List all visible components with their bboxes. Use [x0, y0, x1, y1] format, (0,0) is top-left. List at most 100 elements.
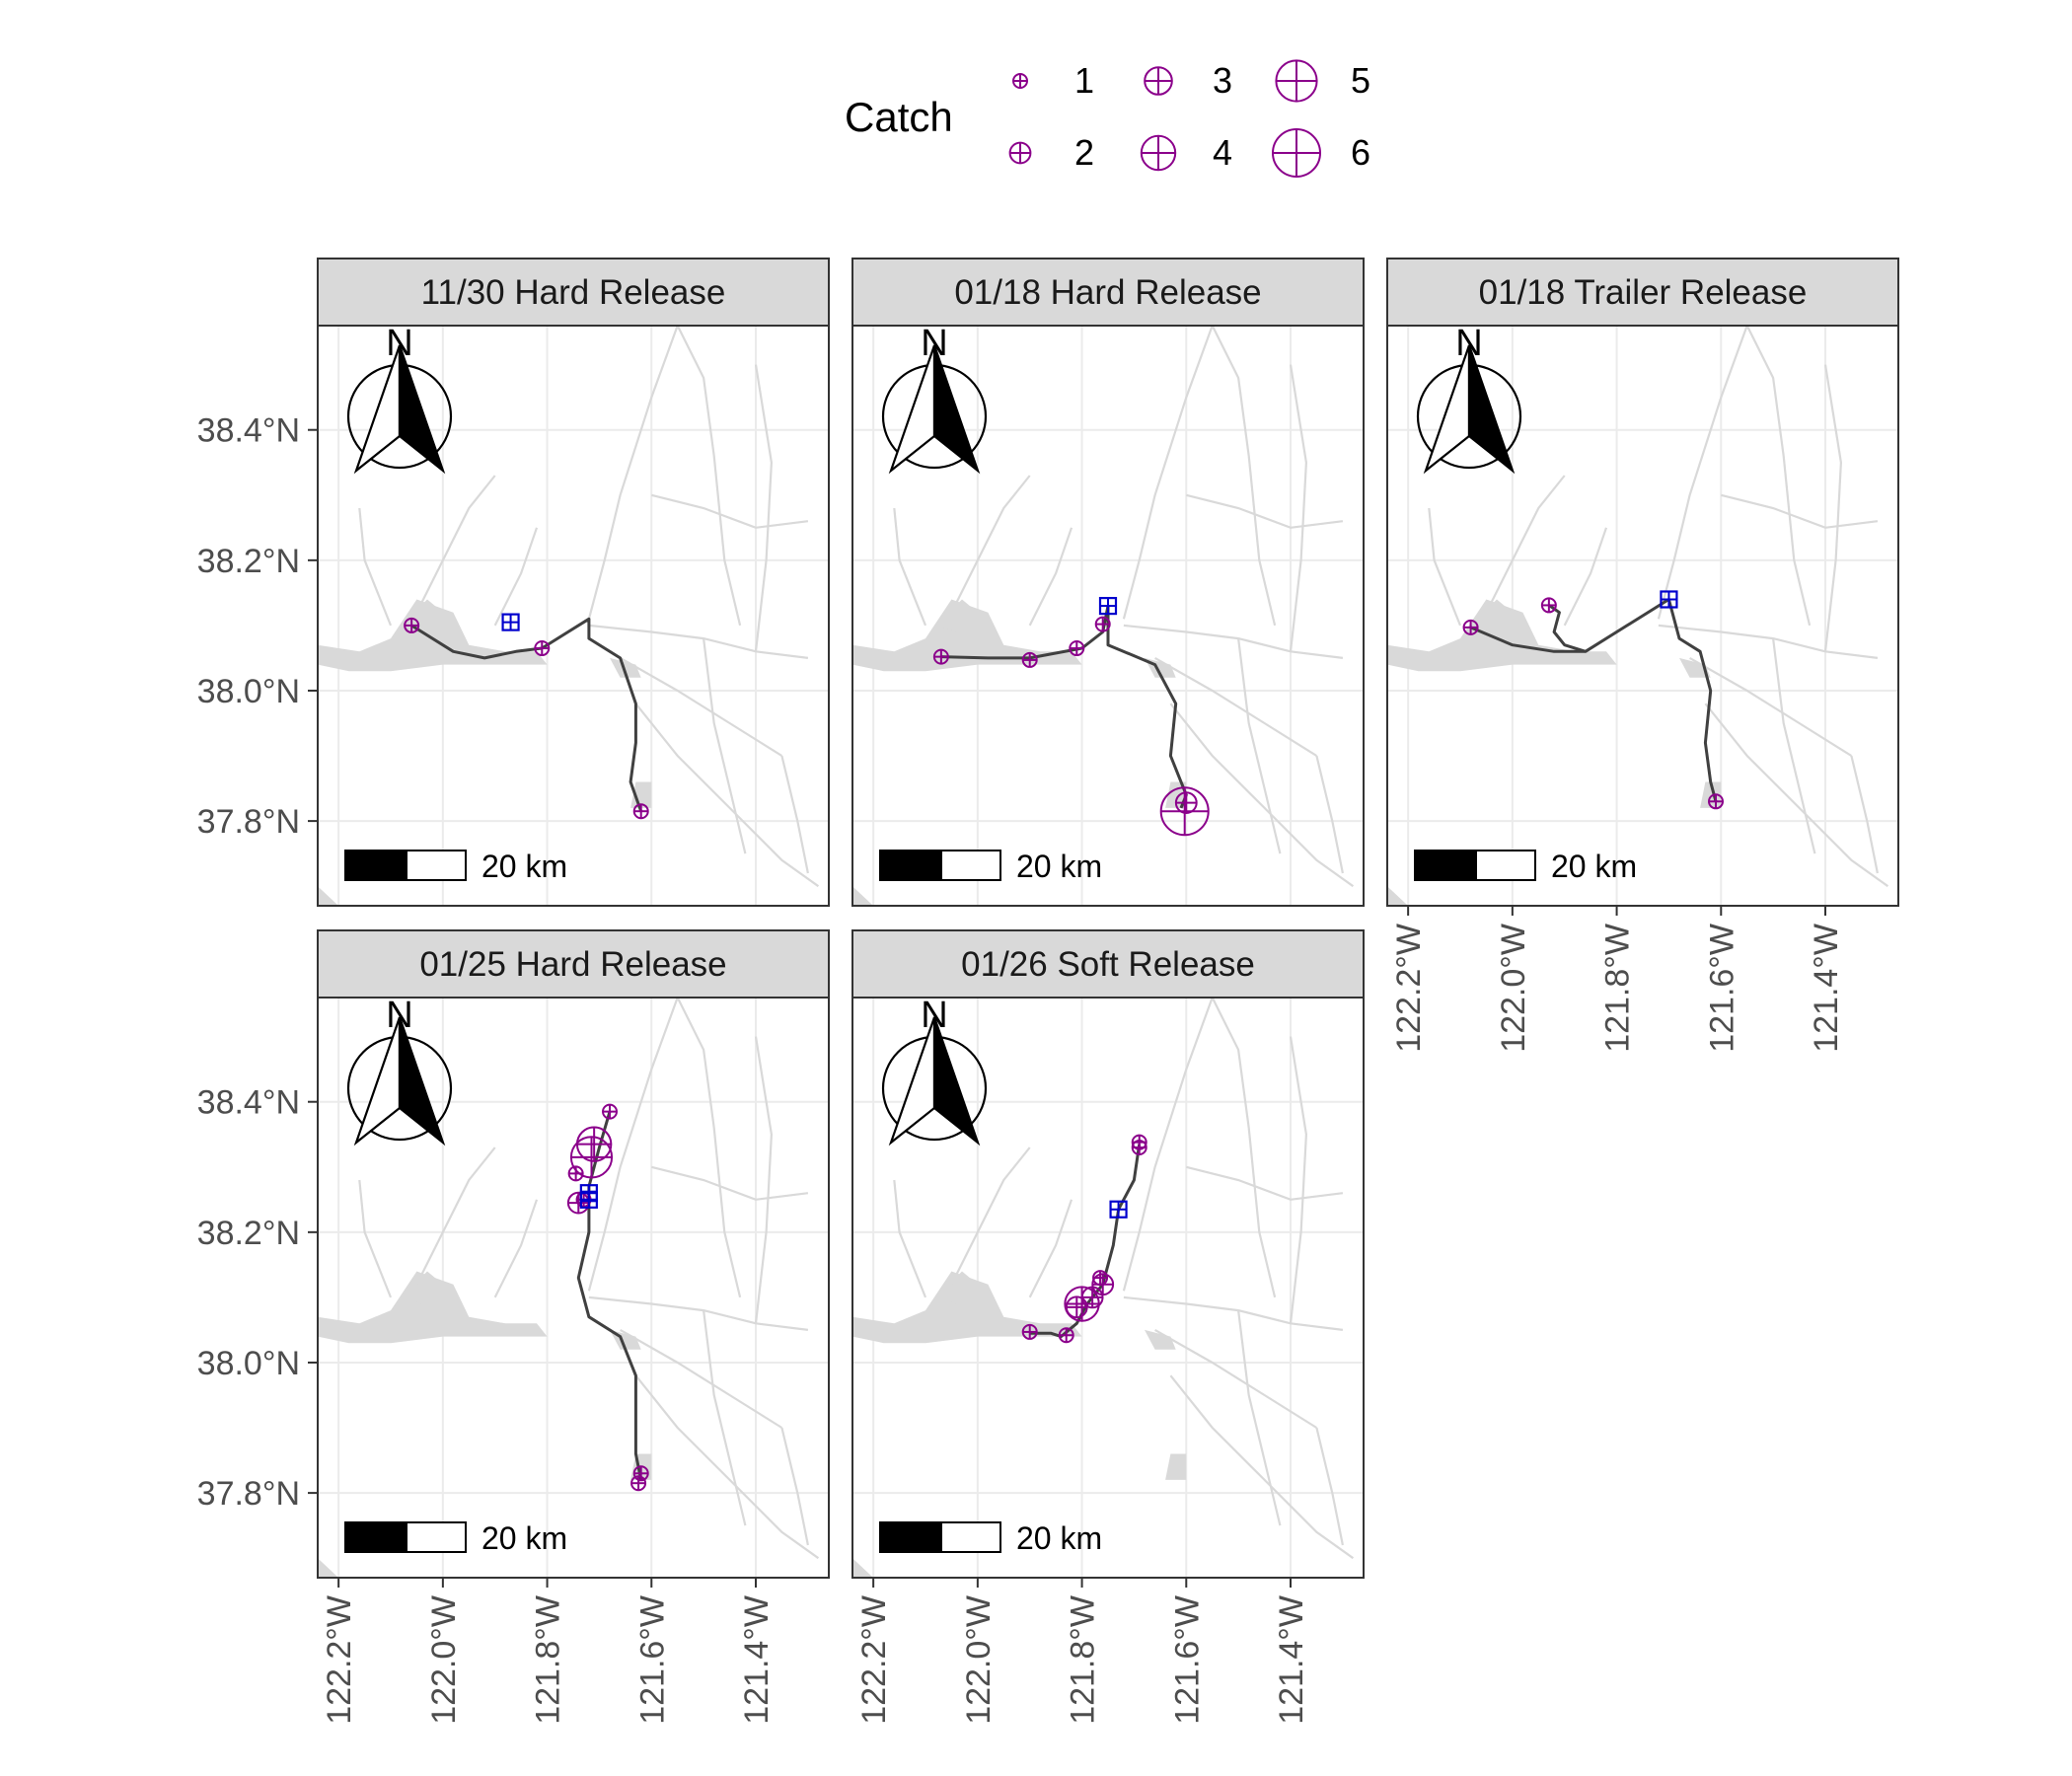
- map-panel: 01/18 Hard Release N 20 km: [851, 258, 1365, 907]
- lon-tick-label: 121.8°W: [1065, 1595, 1102, 1725]
- catch-marker: [1021, 1323, 1038, 1340]
- scale-bar: 20 km: [344, 849, 567, 884]
- legend-items: 1 2 3 4 5 6: [1008, 59, 1370, 178]
- north-arrow: N: [1416, 326, 1522, 475]
- lon-tick-label: 121.8°W: [530, 1595, 567, 1725]
- fish-track-line: [1470, 598, 1718, 802]
- legend-item: 2: [1008, 132, 1094, 173]
- lon-axis: 122.2°W 122.0°W 121.8°W 121.6°W 121.4°W: [321, 1578, 776, 1725]
- catch-marker: [1094, 616, 1111, 632]
- lon-tick-label: 122.0°W: [960, 1595, 998, 1725]
- legend-label: 4: [1213, 132, 1232, 173]
- panel-title: 01/18 Trailer Release: [1479, 273, 1808, 312]
- north-arrow: N: [346, 326, 453, 475]
- lon-tick-label: 122.2°W: [1390, 924, 1428, 1053]
- catch-marker: [932, 648, 949, 665]
- legend-item: 6: [1272, 128, 1370, 178]
- legend-item: 1: [1012, 60, 1094, 101]
- map-panel: 01/25 Hard Release N 20 km 38.4°N 38.2°N 38.0…: [197, 929, 830, 1725]
- panel-title: 01/26 Soft Release: [961, 945, 1255, 984]
- catch-marker: [1069, 640, 1085, 657]
- lon-tick-label: 121.4°W: [1273, 1595, 1310, 1725]
- legend-marker: [1012, 73, 1028, 89]
- lat-axis: 38.4°N 38.2°N 38.0°N 37.8°N: [197, 1084, 318, 1513]
- release-site-marker: [501, 613, 520, 631]
- map-panel: 01/26 Soft Release N 20 km 122.2°W 122.0°W 12…: [851, 929, 1365, 1725]
- scale-bar-label: 20 km: [1016, 849, 1102, 884]
- catch-marker: [1058, 1327, 1074, 1344]
- panel-map-body: N 20 km: [318, 998, 829, 1578]
- north-arrow: N: [346, 998, 453, 1147]
- legend-item: 5: [1275, 59, 1370, 103]
- lat-tick-label: 38.4°N: [197, 1084, 300, 1122]
- map-panels: 11/30 Hard Release N 20 km 38.4°N 38.2°N 38.0…: [197, 258, 1899, 1725]
- legend-item: 4: [1140, 132, 1232, 173]
- lon-tick-label: 121.8°W: [1599, 924, 1637, 1053]
- catch-legend: Catch 1 2 3 4 5 6: [845, 59, 1370, 178]
- catch-marker: [1708, 793, 1724, 810]
- catch-marker: [569, 1136, 614, 1179]
- scale-bar-label: 20 km: [1016, 1520, 1102, 1556]
- catch-marker: [404, 617, 420, 633]
- release-site-marker: [1098, 596, 1118, 616]
- legend-marker: [1144, 66, 1173, 96]
- scale-bar-label: 20 km: [481, 849, 567, 884]
- scale-bar-label: 20 km: [481, 1520, 567, 1556]
- lon-tick-label: 121.6°W: [633, 1595, 671, 1725]
- catch-marker: [1021, 651, 1038, 668]
- lon-axis: 122.2°W 122.0°W 121.8°W 121.6°W 121.4°W: [1390, 906, 1845, 1053]
- release-site-marker: [1109, 1200, 1128, 1219]
- lat-tick-label: 37.8°N: [197, 803, 300, 841]
- scale-bar-label: 20 km: [1551, 849, 1637, 884]
- water-background: [852, 998, 1355, 1578]
- lat-tick-label: 38.2°N: [197, 1215, 300, 1252]
- water-background: [852, 326, 1355, 906]
- catch-marker: [632, 803, 649, 820]
- panel-map-body: N 20 km: [1387, 326, 1898, 906]
- catch-marker: [1174, 791, 1198, 815]
- lon-tick-label: 122.2°W: [855, 1595, 893, 1725]
- scale-bar: 20 km: [879, 849, 1102, 884]
- fish-track-branch: [1548, 604, 1587, 653]
- graticule: [318, 998, 829, 1578]
- lon-tick-label: 121.4°W: [738, 1595, 776, 1725]
- fish-track-line: [410, 617, 643, 812]
- release-site-marker: [579, 1190, 598, 1209]
- catch-marker: [1092, 1270, 1109, 1287]
- lon-tick-label: 121.6°W: [1703, 924, 1740, 1053]
- map-panel: 11/30 Hard Release N 20 km 38.4°N 38.2°N 38.0…: [197, 258, 830, 907]
- catch-marker: [1159, 786, 1210, 837]
- catch-marker: [567, 1165, 584, 1182]
- north-arrow: N: [881, 998, 988, 1147]
- catch-marker: [602, 1103, 618, 1120]
- panel-title: 01/18 Hard Release: [954, 273, 1261, 312]
- legend-title: Catch: [845, 94, 953, 140]
- water-background: [1387, 326, 1889, 906]
- water-background: [318, 326, 820, 906]
- water-background: [318, 998, 820, 1578]
- release-site-marker: [1660, 590, 1678, 609]
- catch-marker: [632, 1465, 649, 1482]
- legend-label: 3: [1213, 60, 1232, 101]
- scale-bar: 20 km: [879, 1520, 1102, 1556]
- catch-marker: [1131, 1134, 1147, 1150]
- legend-item: 3: [1144, 60, 1232, 101]
- panel-map-body: N 20 km: [318, 326, 829, 906]
- lon-tick-label: 122.0°W: [1495, 924, 1532, 1053]
- catch-marker: [630, 1475, 647, 1492]
- lat-tick-label: 37.8°N: [197, 1475, 300, 1513]
- legend-label: 6: [1351, 132, 1370, 173]
- panel-map-body: N 20 km: [852, 326, 1364, 906]
- map-panel: 01/18 Trailer Release N 20 km 122.2°W 122.0°…: [1386, 258, 1899, 1053]
- catch-marker: [1064, 1286, 1100, 1322]
- scale-bar: 20 km: [1414, 849, 1637, 884]
- lat-tick-label: 38.0°N: [197, 1345, 300, 1382]
- legend-label: 1: [1074, 60, 1094, 101]
- legend-marker: [1008, 141, 1032, 165]
- legend-label: 5: [1351, 60, 1370, 101]
- legend-label: 2: [1074, 132, 1094, 173]
- lat-axis: 38.4°N 38.2°N 38.0°N 37.8°N: [197, 412, 318, 841]
- panel-title: 01/25 Hard Release: [419, 945, 726, 984]
- legend-marker: [1275, 59, 1318, 103]
